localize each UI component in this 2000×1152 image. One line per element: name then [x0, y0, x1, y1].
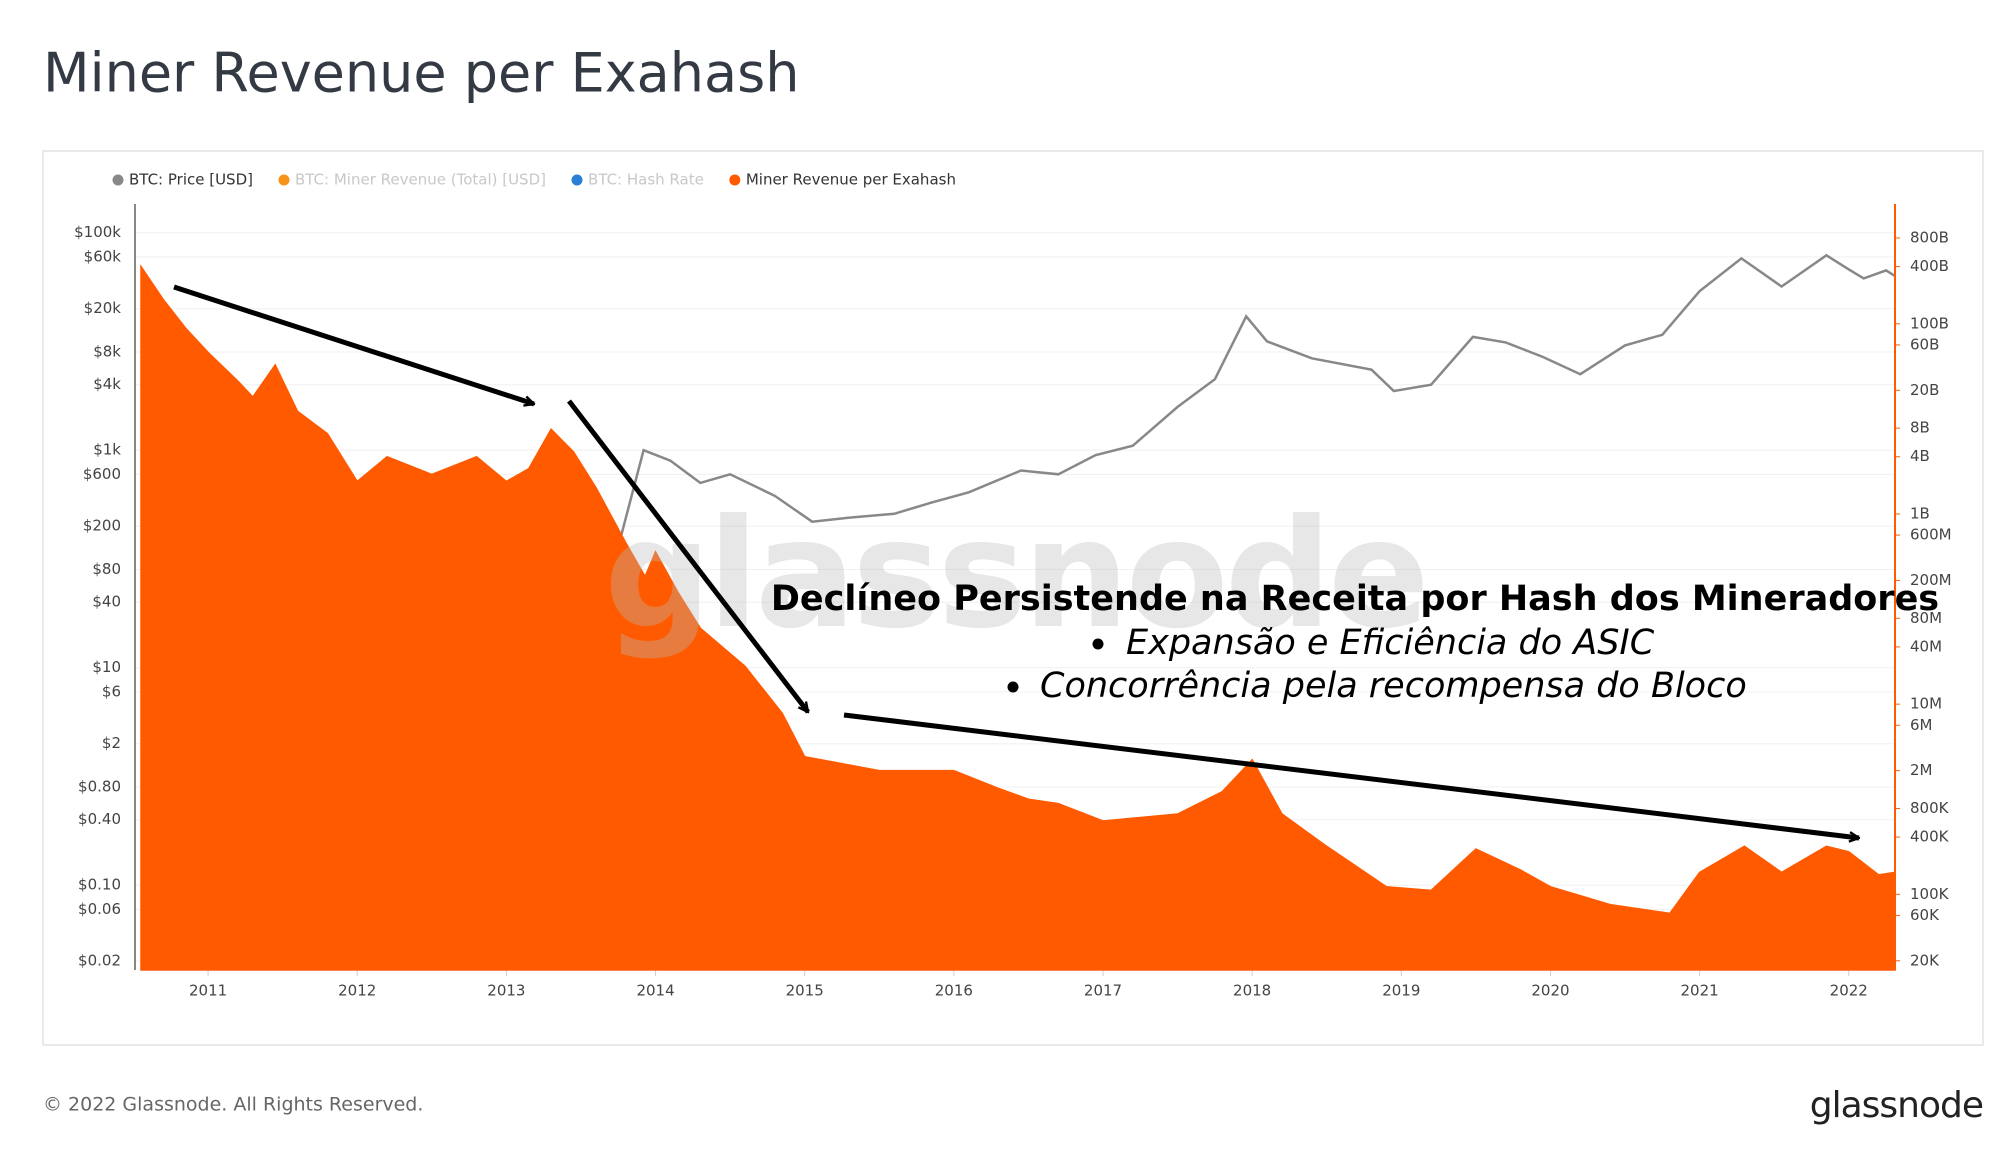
- y2-tick-label: 20B: [1910, 381, 1939, 399]
- y-tick-label: $600: [83, 465, 121, 483]
- y2-tick-label: 800B: [1910, 228, 1949, 246]
- y2-tick-label: 20K: [1910, 951, 1940, 969]
- y-tick-label: $1k: [93, 441, 121, 459]
- x-tick-label: 2019: [1382, 982, 1420, 1000]
- y2-tick-label: 60K: [1910, 906, 1940, 924]
- y-tick-label: $0.02: [78, 952, 121, 970]
- y-tick-label: $0.06: [78, 900, 121, 918]
- legend-marker: [112, 174, 124, 186]
- bullet: [1007, 681, 1019, 693]
- annotation-bullet: Expansão e Eficiência do ASIC: [1126, 623, 1655, 663]
- y2-tick-label: 200M: [1910, 571, 1952, 589]
- y2-tick-label: 400K: [1910, 828, 1950, 846]
- y-tick-label: $0.40: [78, 810, 121, 828]
- x-tick-label: 2021: [1681, 982, 1719, 1000]
- arrow: [567, 399, 810, 712]
- y-tick-label: $4k: [93, 375, 121, 393]
- y-tick-label: $200: [83, 517, 121, 535]
- watermark: glassnode: [604, 488, 1426, 662]
- x-tick-label: 2020: [1531, 982, 1569, 1000]
- legend-label[interactable]: BTC: Hash Rate: [588, 171, 704, 189]
- legend-marker: [571, 174, 583, 186]
- y2-tick-label: 60B: [1910, 335, 1939, 353]
- y2-tick-label: 8B: [1910, 419, 1930, 437]
- annotation-heading: Declíneo Persistende na Receita por Hash…: [771, 579, 1939, 619]
- legend-label[interactable]: BTC: Miner Revenue (Total) [USD]: [295, 171, 546, 189]
- x-tick-label: 2022: [1830, 982, 1868, 1000]
- y-tick-label: $80: [92, 560, 121, 578]
- legend-label[interactable]: Miner Revenue per Exahash: [746, 171, 956, 189]
- y-tick-label: $100k: [74, 223, 121, 241]
- y2-tick-label: 1B: [1910, 504, 1930, 522]
- plot: $100k $60k $20k $8k $4k $1k $600 $200 $80 $40 $10 $…: [74, 171, 1951, 1000]
- x-tick-label: 2016: [935, 982, 973, 1000]
- y-tick-label: $20k: [84, 299, 122, 317]
- y-tick-label: $0.80: [78, 777, 121, 795]
- legend-label[interactable]: BTC: Price [USD]: [129, 171, 253, 189]
- legend-marker: [278, 174, 290, 186]
- bullet: [1092, 638, 1104, 650]
- legend-marker: [729, 174, 741, 186]
- y2-tick-label: 2M: [1910, 761, 1933, 779]
- x-tick-label: 2013: [487, 982, 525, 1000]
- y-tick-label: $60k: [84, 247, 122, 265]
- y2-tick-label: 800K: [1910, 799, 1950, 817]
- page-title: Miner Revenue per Exahash: [43, 42, 799, 105]
- y2-tick-label: 400B: [1910, 257, 1949, 275]
- annotation-bullet: Concorrência pela recompensa do Bloco: [1040, 666, 1747, 706]
- revenue-area: [140, 264, 1896, 971]
- y-tick-label: $6: [102, 682, 121, 700]
- arrow: [173, 284, 534, 404]
- y-tick-label: $2: [102, 734, 121, 752]
- y2-tick-label: 100B: [1910, 314, 1949, 332]
- annotation-arrows: [173, 284, 1859, 838]
- y-tick-label: $40: [92, 593, 121, 611]
- y2-tick-label: 40M: [1910, 637, 1942, 655]
- y-tick-label: $0.10: [78, 876, 121, 894]
- y2-tick-label: 4B: [1910, 447, 1930, 465]
- logo: glassnode: [1810, 1085, 1983, 1126]
- y-tick-label: $8k: [93, 342, 121, 360]
- y2-tick-label: 10M: [1910, 695, 1942, 713]
- y2-tick-label: 600M: [1910, 526, 1952, 544]
- x-tick-label: 2011: [189, 982, 227, 1000]
- y2-tick-label: 80M: [1910, 609, 1942, 627]
- x-tick-label: 2012: [338, 982, 376, 1000]
- x-tick-label: 2014: [636, 982, 674, 1000]
- x-tick-label: 2018: [1233, 982, 1271, 1000]
- y2-tick-label: 6M: [1910, 716, 1933, 734]
- copyright: © 2022 Glassnode. All Rights Reserved.: [43, 1094, 423, 1116]
- arrow: [843, 712, 1859, 838]
- y2-tick-label: 100K: [1910, 885, 1950, 903]
- x-tick-label: 2017: [1084, 982, 1122, 1000]
- y-tick-label: $10: [92, 658, 121, 676]
- x-tick-label: 2015: [786, 982, 824, 1000]
